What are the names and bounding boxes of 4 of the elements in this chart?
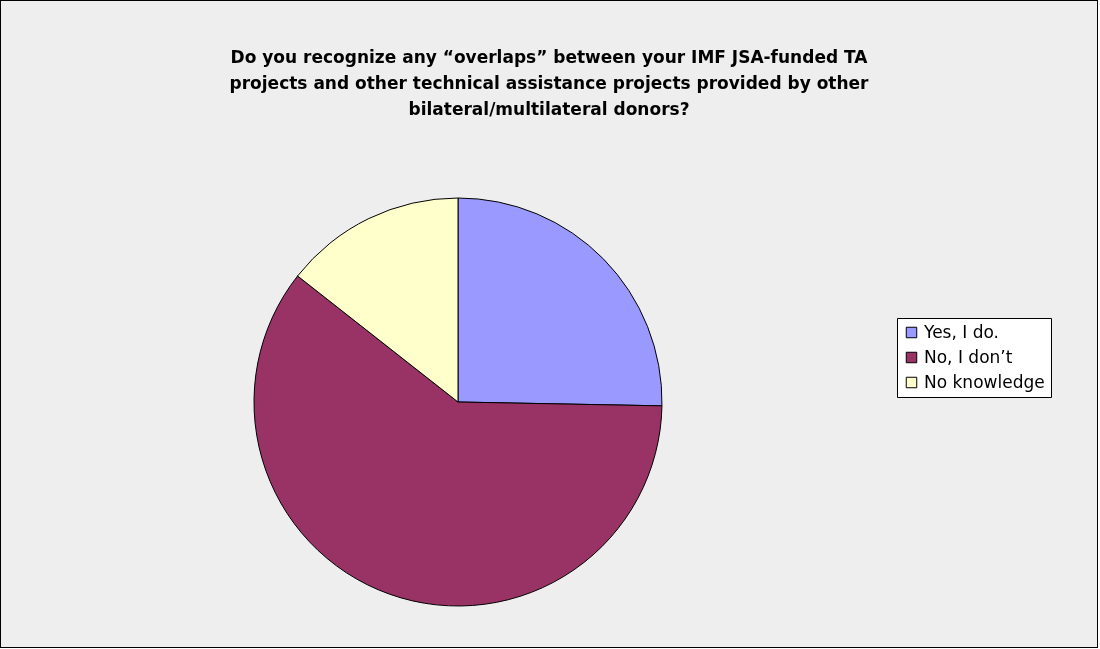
- legend-label: Yes, I do.: [923, 321, 999, 342]
- chart-title: Do you recognize any “overlaps” between your IMF JSA-funded TA projects and other technical assistance projects provided by other bilateral/multilateral donors?: [229, 47, 870, 119]
- legend-label: No knowledge: [924, 371, 1045, 392]
- legend-label: No, I don’t: [924, 346, 1013, 367]
